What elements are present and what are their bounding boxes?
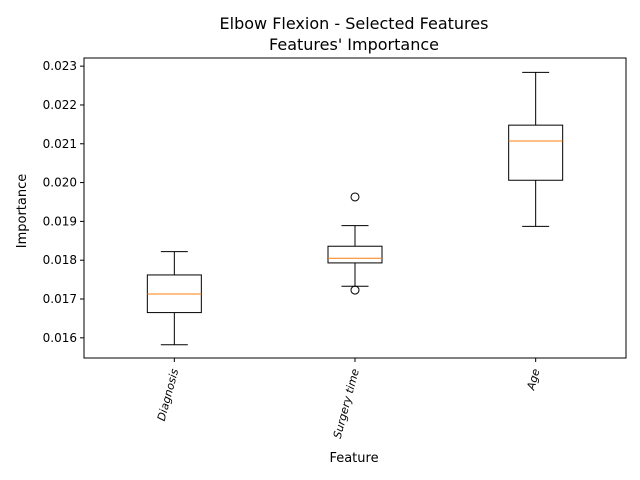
x-axis-label: Feature bbox=[329, 451, 378, 466]
outlier-point bbox=[350, 192, 360, 202]
plot-area bbox=[146, 71, 564, 346]
chart-title: Elbow Flexion - Selected Features bbox=[220, 14, 489, 33]
outlier-point bbox=[350, 285, 360, 295]
y-axis-label: Importance bbox=[15, 174, 30, 249]
y-tick-label: 0.022 bbox=[43, 98, 77, 112]
y-tick-label: 0.017 bbox=[43, 292, 77, 306]
x-tick-label: Age bbox=[524, 367, 542, 392]
chart-subtitle: Features' Importance bbox=[269, 35, 439, 54]
box-age bbox=[508, 71, 564, 227]
y-tick-label: 0.023 bbox=[43, 59, 77, 73]
y-tick-label: 0.020 bbox=[43, 176, 77, 190]
y-tick-label: 0.018 bbox=[43, 253, 77, 267]
y-tick-label: 0.021 bbox=[43, 137, 77, 151]
iqr-box bbox=[327, 245, 383, 264]
iqr-box bbox=[508, 124, 564, 181]
box-diagnosis bbox=[146, 251, 202, 346]
y-tick-label: 0.019 bbox=[43, 214, 77, 228]
y-axis: 0.016 0.017 0.018 0.019 0.020 0.021 0.022 0.023 bbox=[43, 59, 84, 345]
box-surgery-time bbox=[327, 192, 383, 295]
y-tick-label: 0.016 bbox=[43, 331, 77, 345]
